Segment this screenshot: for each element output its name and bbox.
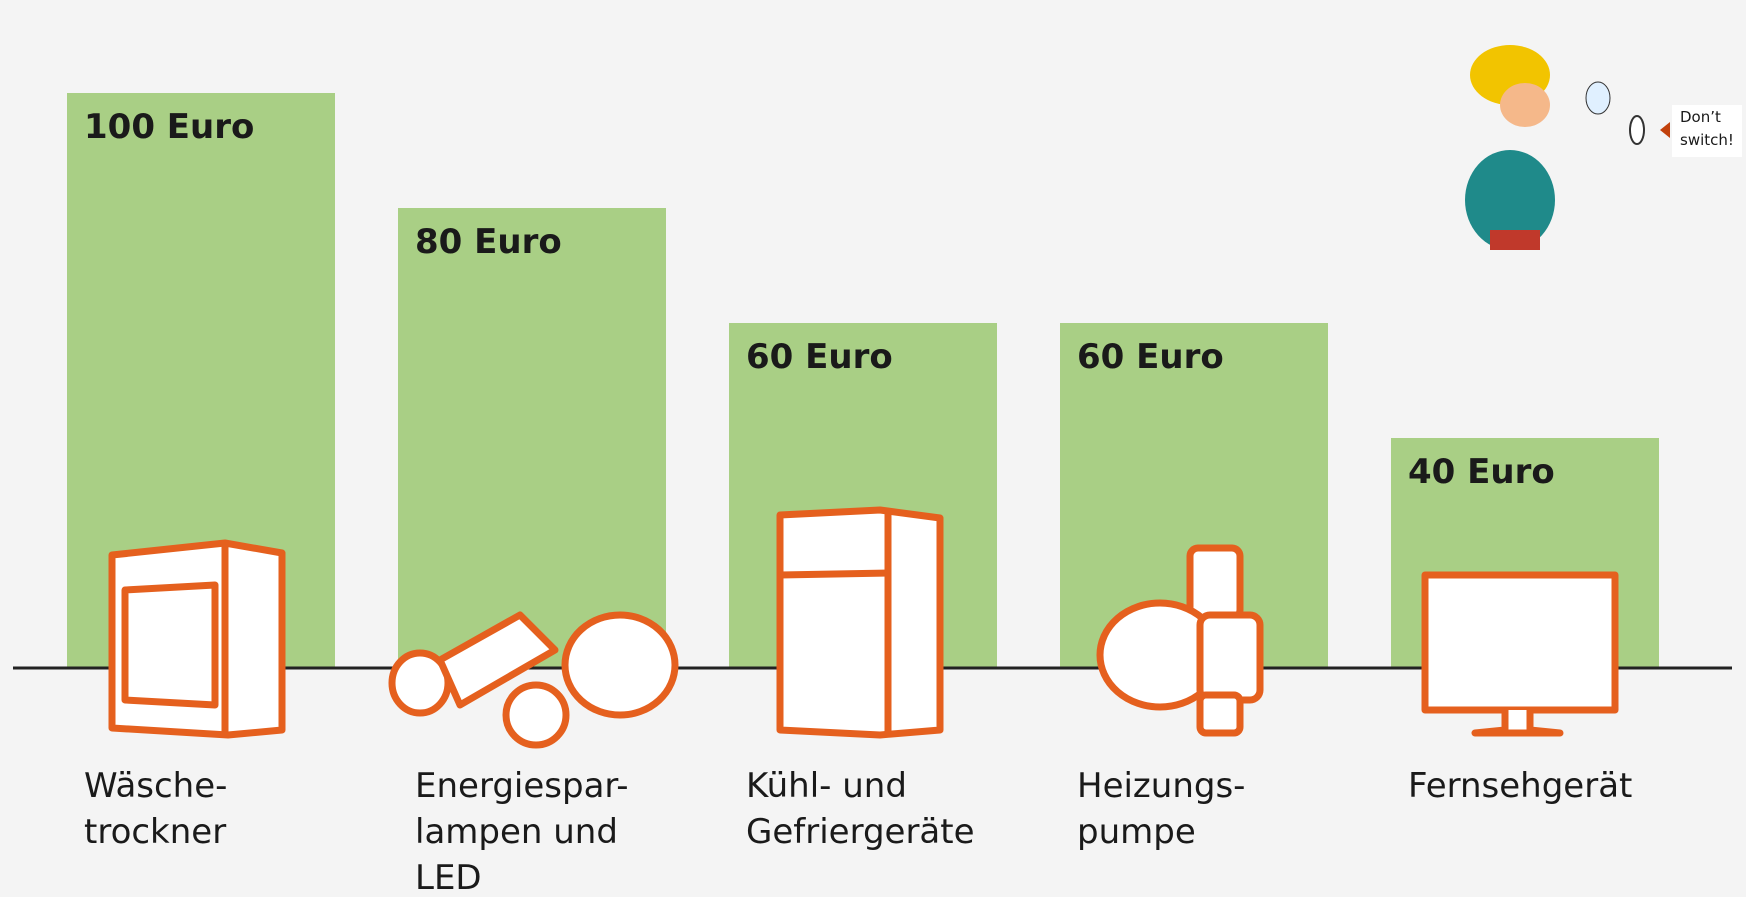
value-label: 60 Euro <box>1077 337 1224 377</box>
category-label: Fernsehgerät <box>1408 766 1632 806</box>
bar <box>398 208 666 668</box>
category-label: lampen und <box>415 812 618 852</box>
icon-bulb-base <box>506 685 566 745</box>
category-label: trockner <box>84 812 226 852</box>
category-label: Energiespar- <box>415 766 628 806</box>
category-label: Heizungs- <box>1077 766 1245 806</box>
cartoon-bulb <box>1586 82 1610 114</box>
icon-pump-motor <box>1200 615 1260 700</box>
category-label: Wäsche- <box>84 766 227 806</box>
cartoon-shoes <box>1490 230 1540 250</box>
cartoon-face <box>1500 83 1550 127</box>
chart: Don’t switch! 100 Euro Wäsche-trockner 80 … <box>0 0 1746 897</box>
value-label: 80 Euro <box>415 222 562 262</box>
icon-bulb <box>565 615 675 715</box>
value-label: 60 Euro <box>746 337 893 377</box>
value-label: 100 Euro <box>84 107 254 147</box>
icon-dryer-door <box>125 585 215 705</box>
icon-pump-top <box>1190 548 1240 618</box>
category-label: LED <box>415 858 482 897</box>
cartoon-switch <box>1630 116 1644 144</box>
icon-fridge-split <box>780 573 890 575</box>
icon-tv <box>1425 575 1615 710</box>
icon-fridge <box>780 510 940 735</box>
value-label: 40 Euro <box>1408 452 1555 492</box>
category-label: Kühl- und <box>746 766 907 806</box>
page: Don’t switch! 100 Euro Wäsche-trockner 80 … <box>0 0 1746 897</box>
category-label: Gefriergeräte <box>746 812 975 852</box>
speech-text: switch! <box>1680 131 1734 149</box>
icon-pump-foot <box>1200 695 1240 733</box>
category-label: pumpe <box>1077 812 1196 852</box>
speech-text: Don’t <box>1680 108 1721 126</box>
